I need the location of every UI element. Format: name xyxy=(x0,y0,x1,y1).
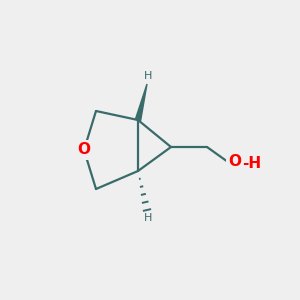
Text: -H: -H xyxy=(242,156,262,171)
Text: O: O xyxy=(228,154,241,169)
Text: O: O xyxy=(77,142,91,158)
Polygon shape xyxy=(135,84,147,121)
Text: H: H xyxy=(144,70,153,81)
Text: H: H xyxy=(144,213,153,224)
